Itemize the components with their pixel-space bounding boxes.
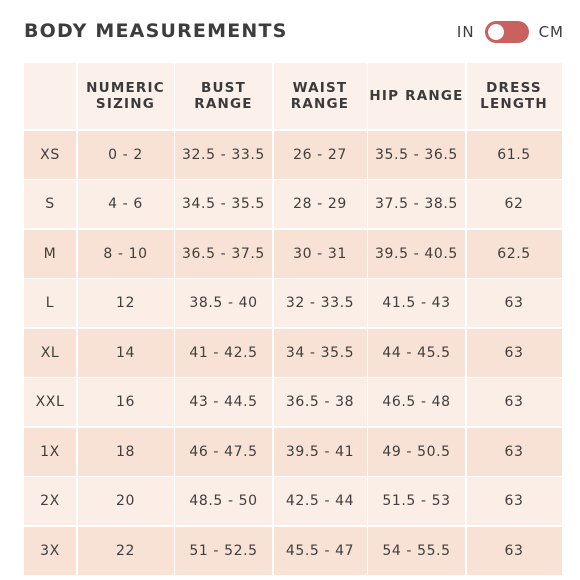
table-cell: 12 bbox=[77, 279, 174, 327]
column-header: WAIST RANGE bbox=[273, 63, 367, 129]
table-cell: 14 bbox=[77, 328, 174, 377]
size-label-cell: L bbox=[24, 279, 76, 327]
table-cell: 49 - 50.5 bbox=[368, 427, 465, 476]
table-cell: 32.5 - 33.5 bbox=[175, 130, 272, 179]
table-cell: 45.5 - 47 bbox=[273, 526, 367, 575]
header-cell-size bbox=[24, 63, 76, 129]
table-cell: 41 - 42.5 bbox=[175, 328, 272, 377]
table-cell: 22 bbox=[77, 526, 174, 575]
column-header: DRESS LENGTH bbox=[466, 63, 562, 129]
table-cell: 16 bbox=[77, 378, 174, 426]
page-title: BODY MEASUREMENTS bbox=[24, 20, 288, 42]
size-label-cell: 2X bbox=[24, 477, 76, 525]
size-label-cell: S bbox=[24, 180, 76, 228]
size-label-cell: XL bbox=[24, 328, 76, 377]
table-cell: 48.5 - 50 bbox=[175, 477, 272, 525]
table-cell: 43 - 44.5 bbox=[175, 378, 272, 426]
size-label-cell: M bbox=[24, 229, 76, 278]
table-cell: 63 bbox=[466, 279, 562, 327]
unit-toggle: IN CM bbox=[457, 18, 564, 46]
table-cell: 35.5 - 36.5 bbox=[368, 130, 465, 179]
table-cell: 42.5 - 44 bbox=[273, 477, 367, 525]
table-cell: 63 bbox=[466, 378, 562, 426]
size-label-cell: XXL bbox=[24, 378, 76, 426]
switch-knob bbox=[487, 24, 504, 40]
size-label-cell: XS bbox=[24, 130, 76, 179]
table-cell: 41.5 - 43 bbox=[368, 279, 465, 327]
table-cell: 30 - 31 bbox=[273, 229, 367, 278]
table-cell: 63 bbox=[466, 427, 562, 476]
table-cell: 8 - 10 bbox=[77, 229, 174, 278]
size-chart-table: NUMERIC SIZING BUST RANGE WAIST RANGE HIP R… bbox=[24, 63, 564, 575]
table-cell: 20 bbox=[77, 477, 174, 525]
table-cell: 63 bbox=[466, 328, 562, 377]
table-cell: 54 - 55.5 bbox=[368, 526, 465, 575]
header: BODY MEASUREMENTS IN CM bbox=[24, 16, 564, 48]
table-cell: 34.5 - 35.5 bbox=[175, 180, 272, 228]
unit-switch[interactable] bbox=[484, 21, 529, 43]
table-cell: 62.5 bbox=[466, 229, 562, 278]
table-cell: 62 bbox=[466, 180, 562, 228]
unit-label-in[interactable]: IN bbox=[456, 23, 475, 41]
table-cell: 4 - 6 bbox=[77, 180, 174, 228]
table-cell: 61.5 bbox=[466, 130, 562, 179]
table-cell: 46 - 47.5 bbox=[175, 427, 272, 476]
table-cell: 38.5 - 40 bbox=[175, 279, 272, 327]
column-header: BUST RANGE bbox=[175, 63, 272, 129]
size-label-cell: 3X bbox=[24, 526, 76, 575]
table-cell: 18 bbox=[77, 427, 174, 476]
table-cell: 0 - 2 bbox=[77, 130, 174, 179]
table-cell: 36.5 - 38 bbox=[273, 378, 367, 426]
table-cell: 46.5 - 48 bbox=[368, 378, 465, 426]
table-cell: 51 - 52.5 bbox=[175, 526, 272, 575]
table-cell: 44 - 45.5 bbox=[368, 328, 465, 377]
table-cell: 39.5 - 41 bbox=[273, 427, 367, 476]
table-cell: 32 - 33.5 bbox=[273, 279, 367, 327]
table-cell: 26 - 27 bbox=[273, 130, 367, 179]
table-cell: 28 - 29 bbox=[273, 180, 367, 228]
unit-label-cm[interactable]: CM bbox=[538, 23, 564, 41]
table-cell: 63 bbox=[466, 477, 562, 525]
table-cell: 37.5 - 38.5 bbox=[368, 180, 465, 228]
column-header: NUMERIC SIZING bbox=[77, 63, 174, 129]
table-cell: 39.5 - 40.5 bbox=[368, 229, 465, 278]
column-header: HIP RANGE bbox=[368, 63, 465, 129]
size-label-cell: 1X bbox=[24, 427, 76, 476]
table-cell: 34 - 35.5 bbox=[273, 328, 367, 377]
table-cell: 36.5 - 37.5 bbox=[175, 229, 272, 278]
table-cell: 51.5 - 53 bbox=[368, 477, 465, 525]
table-cell: 63 bbox=[466, 526, 562, 575]
